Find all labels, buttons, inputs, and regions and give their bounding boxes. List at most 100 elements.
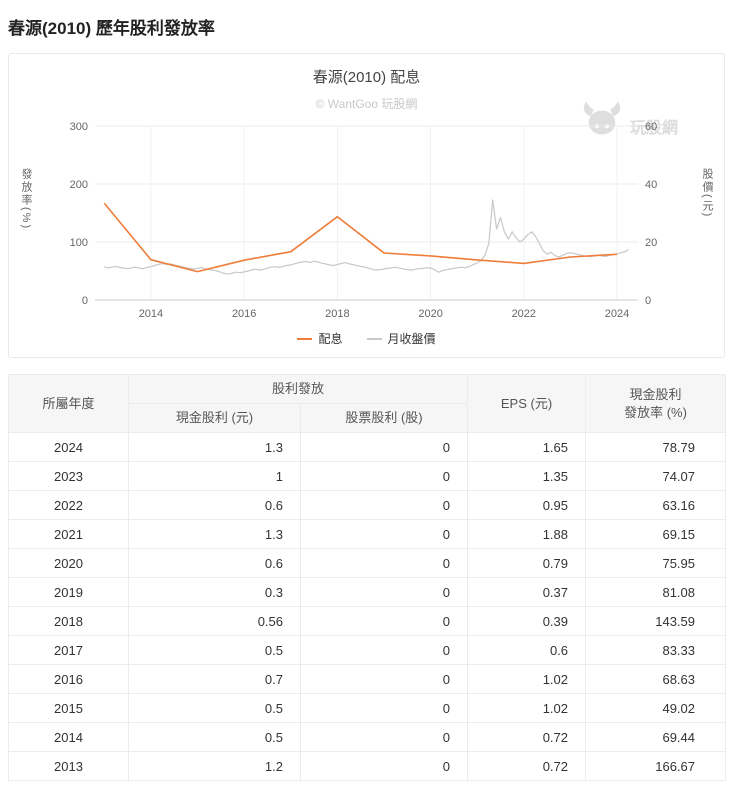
cell-eps: 0.72 — [467, 751, 587, 781]
cell-stock-dividend: 0 — [299, 664, 469, 694]
cell-eps: 0.6 — [467, 635, 587, 665]
cell-payout-ratio: 74.07 — [585, 461, 727, 491]
cell-stock-dividend: 0 — [299, 693, 469, 723]
chart-title: 春源(2010) 配息 — [312, 69, 421, 86]
cell-payout-ratio: 68.63 — [585, 664, 727, 694]
col-header-cash-dividend: 現金股利 (元) — [128, 403, 301, 433]
col-header-payout-ratio-line1: 現金股利 — [629, 386, 682, 402]
x-tick-label: 2014 — [139, 308, 163, 320]
cell-cash-dividend: 1.3 — [128, 519, 301, 549]
legend-item-月收盤價[interactable]: 月收盤價 — [366, 330, 436, 347]
cell-eps: 0.79 — [467, 548, 587, 578]
x-tick-label: 2024 — [605, 308, 629, 320]
col-header-stock-dividend: 股票股利 (股) — [299, 403, 469, 433]
cell-year: 2013 — [8, 751, 129, 781]
cell-eps: 0.72 — [467, 722, 587, 752]
cell-eps: 0.37 — [467, 577, 587, 607]
table-row: 2017 0.5 0 0.6 83.33 — [8, 635, 727, 665]
cell-year: 2019 — [8, 577, 129, 607]
cell-year: 2015 — [8, 693, 129, 723]
x-tick-label: 2016 — [232, 308, 256, 320]
cell-payout-ratio: 69.15 — [585, 519, 727, 549]
y-left-tick-label: 300 — [70, 121, 88, 133]
cell-eps: 1.88 — [467, 519, 587, 549]
table-row: 2016 0.7 0 1.02 68.63 — [8, 664, 727, 694]
col-header-dividend-group: 股利發放 — [127, 374, 469, 404]
cell-payout-ratio: 49.02 — [585, 693, 727, 723]
legend-item-配息[interactable]: 配息 — [297, 330, 343, 347]
cell-year: 2024 — [8, 432, 129, 462]
cell-stock-dividend: 0 — [299, 432, 469, 462]
col-header-payout-ratio: 現金股利 發放率 (%) — [585, 374, 727, 433]
table-row: 2019 0.3 0 0.37 81.08 — [8, 577, 727, 607]
cell-payout-ratio: 63.16 — [585, 490, 727, 520]
x-tick-label: 2022 — [512, 308, 536, 320]
y-left-tick-label: 200 — [70, 179, 88, 191]
cell-eps: 1.35 — [467, 461, 587, 491]
dividend-table: 所屬年度 股利發放 EPS (元) 現金股利 發放率 (%) 現金股利 (元) … — [8, 374, 727, 781]
cell-year: 2014 — [8, 722, 129, 752]
x-tick-label: 2018 — [325, 308, 349, 320]
cell-year: 2023 — [8, 461, 129, 491]
y-left-tick-label: 0 — [82, 295, 88, 307]
cell-payout-ratio: 81.08 — [585, 577, 727, 607]
table-row: 2020 0.6 0 0.79 75.95 — [8, 548, 727, 578]
cell-eps: 0.39 — [467, 606, 587, 636]
cell-stock-dividend: 0 — [299, 635, 469, 665]
cell-stock-dividend: 0 — [299, 751, 469, 781]
y-right-tick-label: 0 — [645, 295, 651, 307]
legend-label: 配息 — [318, 332, 343, 346]
col-header-payout-ratio-line2: 發放率 (%) — [624, 404, 687, 420]
dividend-chart: 2014 2016 2018 2020 2022 2024 0 0 100 20 200 40 300 6… — [70, 121, 658, 320]
y-right-tick-label: 60 — [645, 121, 657, 133]
chart-card: 春源(2010) 配息 © WantGoo 玩股網 玩股網 發放率(%) 201… — [8, 53, 725, 358]
cell-stock-dividend: 0 — [299, 722, 469, 752]
chart-area: 發放率(%) 2014 2016 2018 2020 2022 2024 0 0 100 20 20… — [9, 116, 724, 322]
table-header-row-2: 現金股利 (元) 股票股利 (股) — [9, 403, 726, 433]
cell-stock-dividend: 0 — [299, 548, 469, 578]
bull-icon — [583, 101, 621, 135]
col-header-eps: EPS (元) — [467, 374, 587, 433]
cell-stock-dividend: 0 — [299, 490, 469, 520]
wantgoo-logo: 玩股網 — [579, 98, 678, 138]
table-header: 所屬年度 股利發放 EPS (元) 現金股利 發放率 (%) 現金股利 (元) … — [8, 374, 727, 433]
cell-cash-dividend: 0.3 — [128, 577, 301, 607]
cell-stock-dividend: 0 — [299, 519, 469, 549]
cell-eps: 1.02 — [467, 693, 587, 723]
cell-eps: 1.02 — [467, 664, 587, 694]
cell-cash-dividend: 0.56 — [128, 606, 301, 636]
cell-payout-ratio: 75.95 — [585, 548, 727, 578]
cell-stock-dividend: 0 — [299, 577, 469, 607]
cell-cash-dividend: 0.5 — [128, 635, 301, 665]
cell-year: 2016 — [8, 664, 129, 694]
cell-year: 2017 — [8, 635, 129, 665]
cell-year: 2022 — [8, 490, 129, 520]
y-axis-label-left: 發放率(%) — [20, 168, 32, 231]
y-right-tick-label: 20 — [645, 237, 657, 249]
y-left-tick-label: 100 — [70, 237, 88, 249]
table-header-row-1: 所屬年度 股利發放 EPS (元) 現金股利 發放率 (%) — [8, 374, 727, 433]
cell-stock-dividend: 0 — [299, 461, 469, 491]
cell-payout-ratio: 69.44 — [585, 722, 727, 752]
col-header-year: 所屬年度 — [8, 374, 129, 433]
cell-year: 2018 — [8, 606, 129, 636]
y-axis-label-right: 股價(元) — [701, 168, 713, 219]
cell-cash-dividend: 1.3 — [128, 432, 301, 462]
cell-cash-dividend: 0.7 — [128, 664, 301, 694]
cell-year: 2020 — [8, 548, 129, 578]
cell-payout-ratio: 166.67 — [585, 751, 727, 781]
cell-payout-ratio: 78.79 — [585, 432, 727, 462]
table-row: 2022 0.6 0 0.95 63.16 — [8, 490, 727, 520]
cell-cash-dividend: 0.6 — [128, 490, 301, 520]
table-row: 2013 1.2 0 0.72 166.67 — [8, 751, 727, 781]
page-title: 春源(2010) 歷年股利發放率 — [8, 19, 215, 38]
cell-payout-ratio: 83.33 — [585, 635, 727, 665]
cell-stock-dividend: 0 — [299, 606, 469, 636]
logo-text: 玩股網 — [629, 120, 678, 137]
cell-eps: 0.95 — [467, 490, 587, 520]
cell-cash-dividend: 0.6 — [128, 548, 301, 578]
chart-legend: 配息 月收盤價 — [9, 330, 724, 347]
table-row: 2024 1.3 0 1.65 78.79 — [8, 432, 727, 462]
table-row: 2018 0.56 0 0.39 143.59 — [8, 606, 727, 636]
